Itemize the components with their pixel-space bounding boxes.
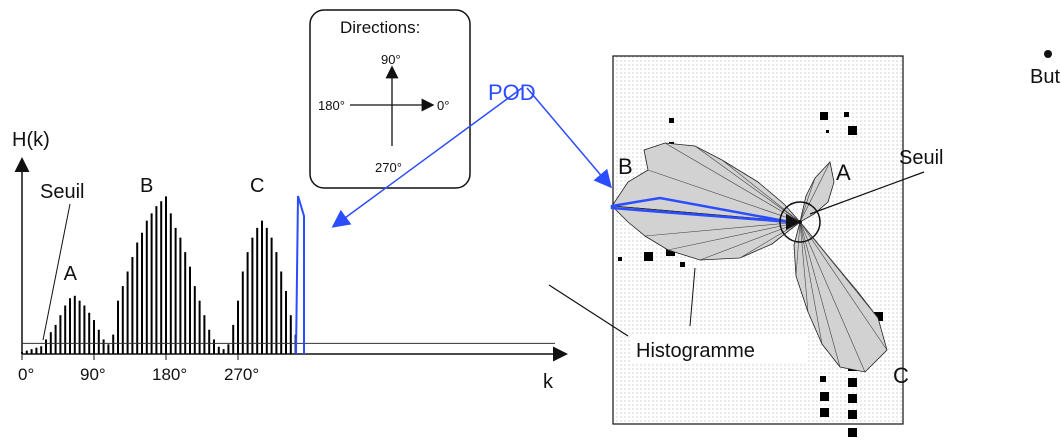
dir-east-label: 0° [437,98,449,113]
bullet-dot [1044,50,1052,58]
histogramme-pointer-2 [548,284,629,337]
histogram-bars [21,196,297,354]
threshold-label: Seuil [40,181,84,203]
directions-box: Directions: 90° 180° 0° 270° [309,9,471,189]
x-tick-label: 180° [152,365,187,384]
histogramme-pointer [689,267,696,327]
dir-north-label: 90° [381,52,401,67]
x-tick-label: 270° [224,365,259,384]
robot-heading [786,214,800,230]
pod-label: POD [488,80,536,105]
x-tick-label: 90° [80,365,106,384]
map-label-c: C [893,363,909,388]
occupancy-map: B A C Seuil Histogramme [548,55,943,437]
peak-labels: A B C [64,175,265,285]
pod-highlight [295,195,305,355]
x-ticks: 0° 90° 180° 270° [18,354,259,384]
x-axis-label: k [543,371,554,393]
directions-title: Directions: [340,18,420,37]
polar-spokes [644,142,888,373]
threshold-pointer [42,203,71,341]
peak-label: C [250,175,264,197]
peak-label: B [140,175,153,197]
pod-arrow-right [526,87,612,189]
pod-arrow-left [331,87,523,228]
histogram: H(k) k Seuil 0° 90° 180° 270° A B C [12,129,568,393]
robot-circle [779,201,821,243]
dir-west-label: 180° [318,98,345,113]
dir-south-label: 270° [375,160,402,175]
seuil-pointer [809,171,925,215]
x-tick-label: 0° [18,365,34,384]
map-label-a: A [836,160,851,185]
peak-label: A [64,263,78,285]
map-label-b: B [618,154,633,179]
map-label-seuil: Seuil [899,147,943,169]
y-axis-label: H(k) [12,129,50,151]
bullet-text: But [1030,66,1060,88]
histogramme-label: Histogramme [636,340,755,362]
